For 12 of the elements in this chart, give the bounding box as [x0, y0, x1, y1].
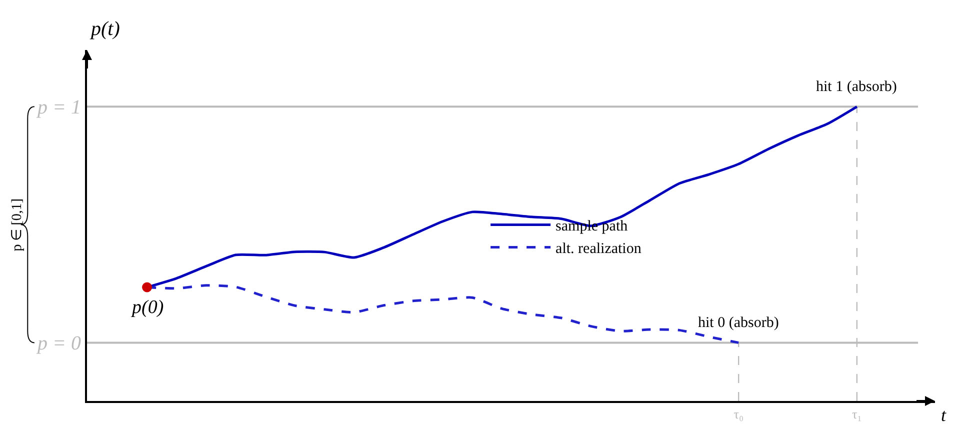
annotation: hit 1 (absorb): [816, 79, 897, 95]
y-axis-title: p(t): [89, 18, 120, 40]
annotation: p(0): [130, 297, 164, 318]
legend-label: sample path: [556, 218, 628, 235]
text: p ∈ [0,1]: [10, 198, 25, 252]
y-tick-label: p = 0: [36, 332, 81, 355]
x-axis-title: t: [941, 405, 947, 425]
annotation: hit 0 (absorb): [698, 315, 779, 331]
y-tick-label: p = 1: [36, 96, 81, 119]
x-tick-label: τ₁: [852, 406, 862, 422]
x-tick-label: τ₀: [734, 406, 744, 422]
legend-label: alt. realization: [556, 241, 642, 258]
